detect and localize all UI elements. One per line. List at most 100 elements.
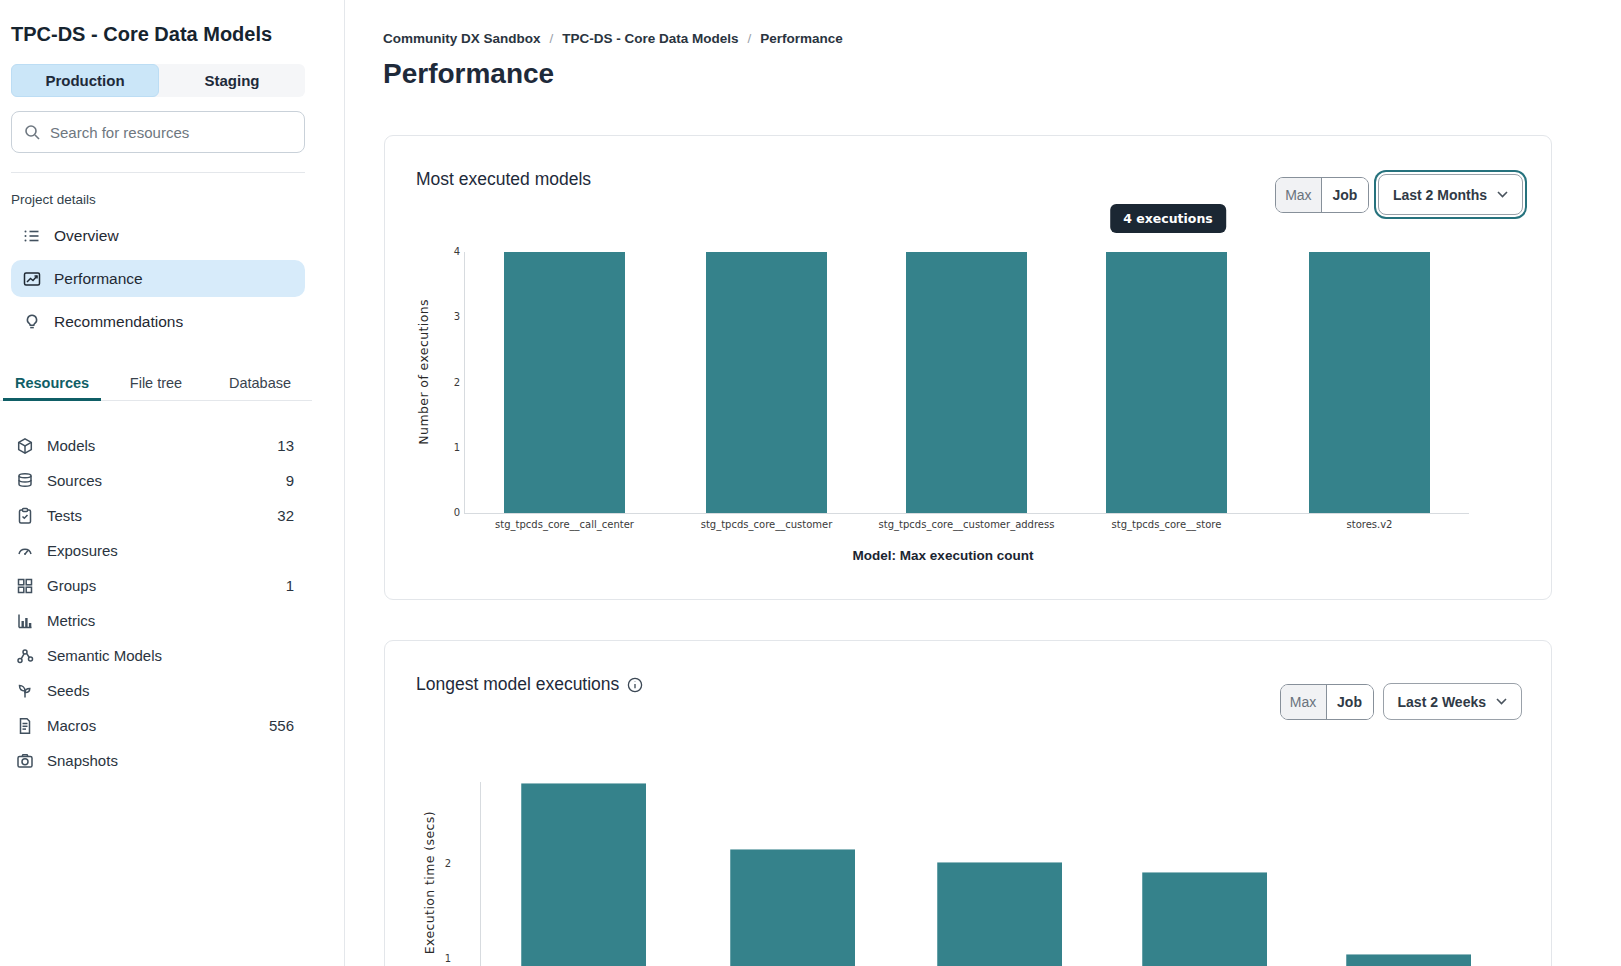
- breadcrumb-separator: /: [550, 31, 554, 46]
- sidebar-item-label: Overview: [54, 227, 119, 245]
- environment-toggle: Production Staging: [11, 64, 305, 97]
- chart-bar[interactable]: [706, 252, 827, 513]
- lightbulb-icon: [23, 313, 41, 331]
- nodes-icon: [16, 647, 34, 665]
- x-tick-label: stores.v2: [1347, 519, 1393, 530]
- cube-icon: [16, 437, 34, 455]
- list-icon: [23, 227, 41, 245]
- y-tick-label: 1: [436, 442, 460, 453]
- resource-tabs: Resources File tree Database: [0, 368, 312, 401]
- longest-model-executions-chart: Execution time (secs) 1 2: [385, 641, 1551, 966]
- sidebar-item-label: Recommendations: [54, 313, 183, 331]
- y-tick-label: 4: [436, 246, 460, 257]
- bar-chart-icon: [16, 612, 34, 630]
- chart-bar[interactable]: [1309, 252, 1430, 513]
- longest-model-executions-card: Longest model executions Max Job Last 2 …: [384, 640, 1552, 966]
- tab-database[interactable]: Database: [208, 368, 312, 400]
- resource-count: 9: [286, 472, 294, 489]
- sidebar-item-recommendations[interactable]: Recommendations: [11, 303, 305, 340]
- resource-label: Models: [47, 437, 95, 454]
- chart-bar[interactable]: [504, 252, 625, 513]
- resource-label: Exposures: [47, 542, 118, 559]
- resource-label: Sources: [47, 472, 102, 489]
- resource-label: Macros: [47, 717, 96, 734]
- breadcrumb-separator: /: [748, 31, 752, 46]
- y-tick-label: 0: [436, 507, 460, 518]
- sidebar-item-macros[interactable]: Macros 556: [11, 708, 294, 743]
- page-title: Performance: [383, 58, 554, 90]
- resource-label: Semantic Models: [47, 647, 162, 664]
- grid-icon: [16, 577, 34, 595]
- resource-label: Seeds: [47, 682, 90, 699]
- project-nav: Overview Performance Recommendations: [11, 217, 305, 346]
- sprout-icon: [16, 682, 34, 700]
- resource-count: 13: [277, 437, 294, 454]
- search-box[interactable]: [11, 111, 305, 153]
- sidebar-item-overview[interactable]: Overview: [11, 217, 305, 254]
- resource-count: 1: [286, 577, 294, 594]
- sidebar-item-groups[interactable]: Groups 1: [11, 568, 294, 603]
- resource-list: Models 13 Sources 9 Tests: [11, 428, 294, 778]
- x-tick-label: stg_tpcds_core__customer_address: [879, 519, 1055, 530]
- sidebar-item-sources[interactable]: Sources 9: [11, 463, 294, 498]
- gauge-icon: [16, 542, 34, 560]
- resource-count: 556: [269, 717, 294, 734]
- main-content: Community DX Sandbox / TPC-DS - Core Dat…: [345, 0, 1621, 966]
- search-input[interactable]: [50, 124, 292, 141]
- chart-bar[interactable]: [521, 783, 646, 966]
- tab-resources[interactable]: Resources: [0, 368, 104, 400]
- x-tick-label: stg_tpcds_core__store: [1112, 519, 1222, 530]
- sidebar-item-seeds[interactable]: Seeds: [11, 673, 294, 708]
- x-tick-label: stg_tpcds_core__customer: [701, 519, 833, 530]
- resource-label: Tests: [47, 507, 82, 524]
- document-icon: [16, 717, 34, 735]
- chart-bar[interactable]: [937, 862, 1062, 966]
- tab-file-tree[interactable]: File tree: [104, 368, 208, 400]
- search-icon: [24, 124, 41, 141]
- project-title: TPC-DS - Core Data Models: [11, 23, 272, 46]
- project-details-label: Project details: [11, 192, 96, 207]
- sidebar-item-semantic-models[interactable]: Semantic Models: [11, 638, 294, 673]
- sidebar-item-tests[interactable]: Tests 32: [11, 498, 294, 533]
- sidebar-item-metrics[interactable]: Metrics: [11, 603, 294, 638]
- sidebar-item-label: Performance: [54, 270, 143, 288]
- x-axis-title: Model: Max execution count: [853, 548, 1034, 563]
- database-icon: [16, 472, 34, 490]
- y-tick-label: 2: [436, 377, 460, 388]
- most-executed-models-card: Most executed models Max Job Last 2 Mont…: [384, 135, 1552, 600]
- chart-bar[interactable]: [730, 849, 855, 966]
- trend-chart-icon: [23, 270, 41, 288]
- env-tab-staging[interactable]: Staging: [159, 64, 305, 97]
- sidebar: TPC-DS - Core Data Models Production Sta…: [0, 0, 345, 966]
- x-axis-line: [464, 513, 1469, 514]
- breadcrumb: Community DX Sandbox / TPC-DS - Core Dat…: [383, 31, 843, 46]
- x-tick-label: stg_tpcds_core__call_center: [495, 519, 634, 530]
- chart-bar[interactable]: [1346, 954, 1471, 966]
- breadcrumb-account[interactable]: Community DX Sandbox: [383, 31, 541, 46]
- clipboard-check-icon: [16, 507, 34, 525]
- sidebar-item-performance[interactable]: Performance: [11, 260, 305, 297]
- camera-icon: [16, 752, 34, 770]
- resource-label: Metrics: [47, 612, 95, 629]
- breadcrumb-current: Performance: [760, 31, 843, 46]
- sidebar-divider: [11, 172, 305, 173]
- resource-count: 32: [277, 507, 294, 524]
- env-tab-production[interactable]: Production: [11, 64, 159, 97]
- resource-label: Snapshots: [47, 752, 118, 769]
- y-tick-label: 1: [427, 953, 451, 964]
- chart-bar[interactable]: [1142, 872, 1267, 966]
- chart-tooltip: 4 executions: [1110, 204, 1226, 233]
- y-axis-line: [464, 252, 465, 514]
- y-axis-label: Execution time (secs): [422, 811, 437, 954]
- breadcrumb-project[interactable]: TPC-DS - Core Data Models: [562, 31, 738, 46]
- y-axis-line: [480, 782, 481, 966]
- sidebar-item-models[interactable]: Models 13: [11, 428, 294, 463]
- sidebar-item-snapshots[interactable]: Snapshots: [11, 743, 294, 778]
- chart-bar[interactable]: [1106, 252, 1227, 513]
- resource-label: Groups: [47, 577, 96, 594]
- chart-bar[interactable]: [906, 252, 1027, 513]
- y-tick-label: 2: [427, 858, 451, 869]
- most-executed-models-chart: Number of executions Model: Max executio…: [385, 136, 1551, 599]
- y-tick-label: 3: [436, 311, 460, 322]
- sidebar-item-exposures[interactable]: Exposures: [11, 533, 294, 568]
